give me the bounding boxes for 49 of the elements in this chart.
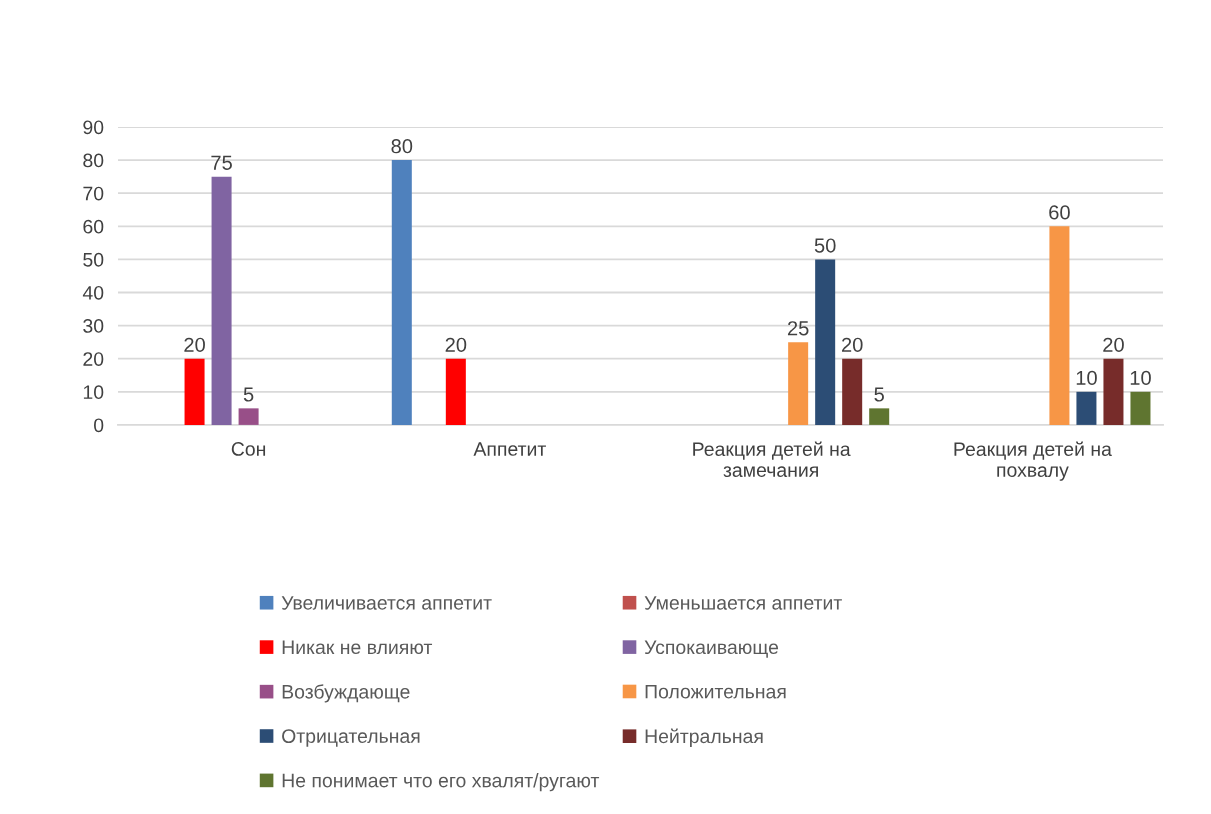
data-label: 10 [1076,370,1097,386]
bar [1049,226,1070,425]
data-label: 20 [445,337,467,352]
bar [1130,391,1151,425]
y-tick-label: 20 [83,352,104,366]
x-tick-label: Реакция детей на замечания [693,441,851,477]
data-label: 25 [787,321,809,336]
y-tick-label: 80 [83,153,104,168]
bar [842,358,863,425]
legend-label: Увеличивается аппетит [281,596,492,610]
y-tick-label: 30 [83,319,104,333]
y-tick-label: 10 [83,385,104,400]
bar [1076,391,1097,425]
bar [815,259,836,425]
legend-label: Положительная [645,684,786,699]
x-tick-label: Аппетит [473,442,546,456]
data-label: 60 [1049,205,1070,220]
data-label: 10 [1130,370,1151,386]
bar [238,408,259,425]
data-label: 20 [1103,337,1124,352]
data-label: 80 [391,139,413,154]
legend-label: Отрицательная [282,729,420,747]
legend-label: Нейтральная [645,728,763,748]
y-tick-label: 50 [83,252,104,267]
bar [184,358,205,425]
x-tick-label: Сон [231,442,266,456]
data-label: 20 [842,337,863,352]
bar [391,160,412,425]
data-label: 5 [874,387,884,402]
y-tick-label: 70 [83,186,104,201]
bar [1103,358,1124,425]
data-label: 50 [814,238,836,253]
y-tick-label: 40 [82,285,104,300]
x-tick-label: Реакция детей на похвалу [954,441,1112,481]
data-label: 5 [243,387,254,402]
bar [869,408,890,425]
legend-label: Не понимает что его хвалят/ругают [282,773,600,792]
bar [788,342,809,425]
legend-label: Успокаивающе [644,640,779,658]
y-tick-label: 90 [83,120,104,135]
data-label: 75 [211,155,232,170]
legend-label: Уменьшается аппетит [644,596,842,610]
bar [211,176,232,425]
bar [445,358,466,425]
legend-label: Возбуждающе [282,684,410,703]
y-tick-label: 0 [94,418,104,433]
y-tick-label: 60 [83,219,104,234]
legend-label: Никак не влияют [282,640,433,655]
data-label: 20 [184,337,205,352]
